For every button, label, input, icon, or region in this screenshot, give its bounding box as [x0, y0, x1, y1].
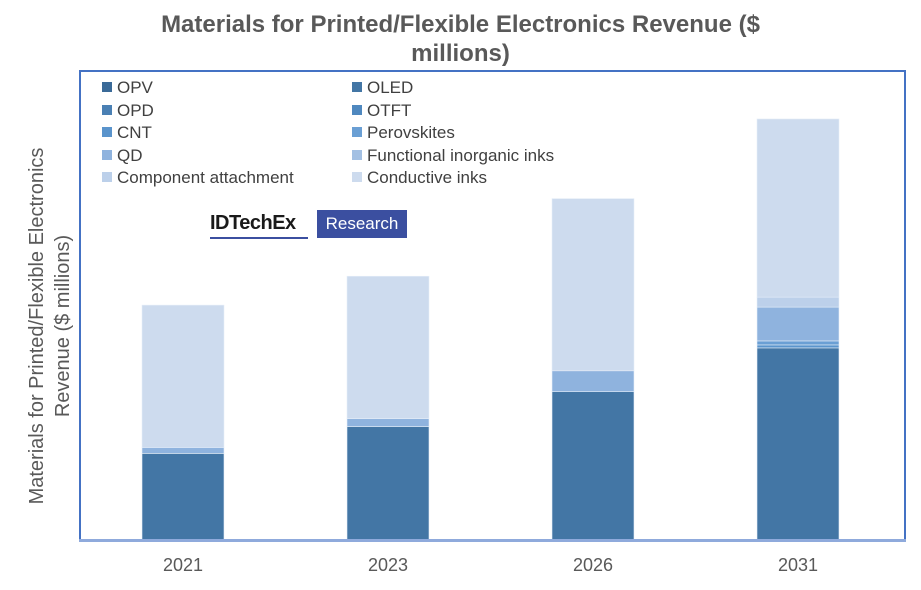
bar-2031-component-attachment	[756, 296, 840, 308]
bar-2031-oled	[756, 347, 840, 541]
legend-label: OTFT	[367, 100, 412, 120]
bar-2023-qd	[346, 418, 430, 427]
legend-item: OPV	[102, 77, 153, 99]
bar-2026-oled	[551, 391, 635, 541]
legend-item: OTFT	[352, 100, 411, 122]
chart-title: Materials for Printed/Flexible Electroni…	[0, 10, 921, 68]
legend-label: Perovskites	[367, 123, 455, 142]
logo-underline	[210, 237, 308, 239]
bar-2026-qd	[551, 370, 635, 392]
plot-area	[79, 70, 906, 540]
legend-item: Functional inorganic inks	[352, 145, 554, 167]
chart-title-line-1: Materials for Printed/Flexible Electroni…	[161, 11, 760, 38]
legend-swatch	[352, 149, 362, 160]
bar-2021-conductive-inks	[141, 304, 225, 448]
legend-item: QD	[102, 145, 143, 167]
legend-label: CNT	[117, 123, 152, 142]
bar-2031-cnt	[756, 344, 840, 349]
legend-swatch	[102, 172, 112, 182]
legend-label: QD	[117, 145, 143, 165]
logo-brand: IDTechEx	[210, 212, 296, 234]
bar-2023-conductive-inks	[346, 275, 430, 419]
bar-2031-conductive-inks	[756, 118, 840, 298]
legend-item: Conductive inks	[352, 167, 487, 189]
bar-2021-qd	[141, 447, 225, 454]
x-tick-label: 2023	[367, 555, 409, 575]
legend-swatch	[352, 172, 362, 182]
legend-swatch	[102, 127, 112, 137]
legend-label: OPD	[117, 100, 154, 120]
legend-item: Component attachment	[102, 167, 294, 189]
legend-label: Component attachment	[117, 168, 294, 187]
legend-swatch	[352, 127, 362, 137]
legend-swatch	[352, 104, 362, 115]
bar-2031-qd	[756, 306, 840, 342]
legend-label: OPV	[117, 78, 153, 97]
chart-title-line-2: millions)	[411, 40, 510, 67]
legend-label: Functional inorganic inks	[367, 145, 555, 165]
bar-group	[141, 118, 840, 541]
bar-2021-oled	[141, 453, 225, 541]
bar-2026-conductive-inks	[551, 198, 635, 372]
legend-label: Conductive inks	[367, 168, 488, 187]
x-axis-line	[79, 539, 906, 542]
legend-label: OLED	[367, 78, 414, 97]
legend-swatch	[102, 104, 112, 115]
legend-swatch	[102, 82, 112, 92]
legend-item: CNT	[102, 122, 152, 144]
legend-swatch	[102, 149, 112, 160]
x-tick-label: 2026	[572, 555, 614, 575]
legend-item: OPD	[102, 100, 154, 122]
x-tick-label: 2021	[162, 555, 204, 575]
bar-2031-perovskites	[756, 340, 840, 346]
legend-item: Perovskites	[352, 122, 455, 144]
x-tick-label: 2031	[777, 555, 819, 575]
logo-tag: Research	[317, 210, 407, 238]
legend-swatch	[352, 82, 362, 92]
legend-item: OLED	[352, 77, 413, 99]
bar-2023-oled	[346, 426, 430, 541]
